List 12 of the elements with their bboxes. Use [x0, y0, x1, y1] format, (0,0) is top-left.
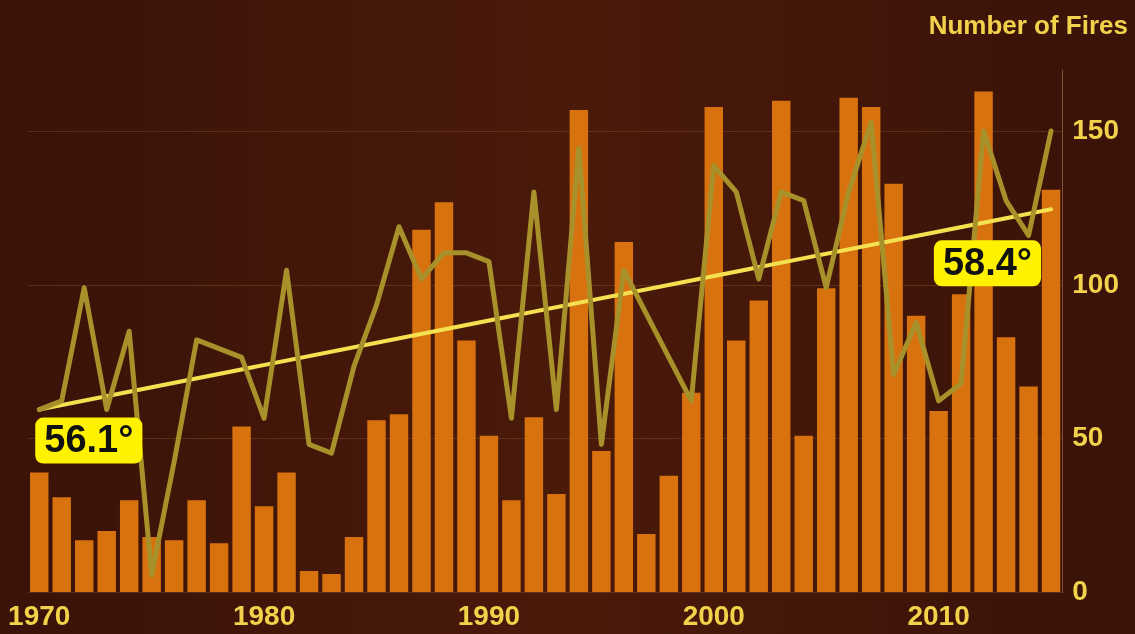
x-tick-label: 2000 — [682, 599, 745, 631]
y-tick-label: 50 — [1072, 421, 1104, 453]
data-label: 58.4° — [942, 240, 1033, 283]
x-tick-label: 1980 — [232, 599, 296, 631]
x-tick-label: 1970 — [8, 599, 71, 631]
y-tick-label: 100 — [1072, 267, 1119, 299]
y-axis-title: Number of Fires — [928, 10, 1128, 41]
y-tick-label: 0 — [1072, 575, 1088, 607]
x-tick-label: 2010 — [907, 599, 970, 631]
y-tick-label: 150 — [1072, 114, 1119, 146]
x-tick-label: 1990 — [457, 599, 521, 631]
data-label: 56.1° — [44, 418, 134, 461]
